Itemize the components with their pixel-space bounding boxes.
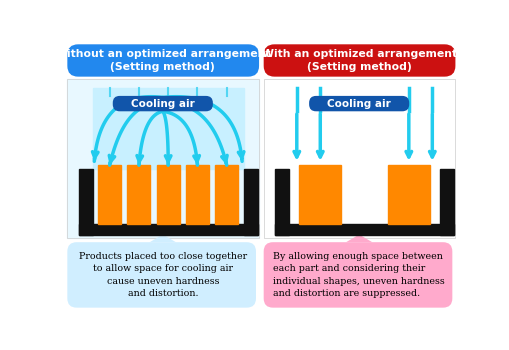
FancyBboxPatch shape: [112, 96, 212, 111]
FancyBboxPatch shape: [308, 96, 408, 111]
Bar: [79, 169, 93, 234]
Bar: [275, 224, 453, 235]
Bar: [67, 79, 259, 238]
FancyBboxPatch shape: [67, 44, 259, 77]
Bar: [439, 169, 453, 234]
Bar: [263, 79, 455, 238]
Bar: [263, 79, 455, 238]
FancyBboxPatch shape: [263, 44, 455, 77]
Bar: [275, 169, 289, 234]
Bar: [387, 165, 429, 224]
Text: Without an optimized arrangement
(Setting method): Without an optimized arrangement (Settin…: [55, 49, 270, 72]
Text: Products placed too close together
to allow space for cooling air
cause uneven h: Products placed too close together to al…: [78, 252, 246, 298]
Bar: [156, 165, 179, 224]
Bar: [98, 165, 121, 224]
Text: Cooling air: Cooling air: [327, 99, 390, 108]
Polygon shape: [150, 234, 176, 242]
Bar: [298, 165, 341, 224]
Bar: [93, 88, 243, 169]
Text: By allowing enough space between
each part and considering their
individual shap: By allowing enough space between each pa…: [273, 252, 444, 298]
Bar: [243, 169, 257, 234]
Bar: [127, 165, 150, 224]
Bar: [67, 79, 259, 238]
FancyBboxPatch shape: [263, 242, 451, 308]
Text: Cooling air: Cooling air: [131, 99, 194, 108]
Bar: [186, 165, 209, 224]
FancyBboxPatch shape: [67, 242, 256, 308]
Bar: [215, 165, 238, 224]
Text: With an optimized arrangement
(Setting method): With an optimized arrangement (Setting m…: [261, 49, 456, 72]
Bar: [79, 224, 257, 235]
Polygon shape: [346, 234, 372, 242]
